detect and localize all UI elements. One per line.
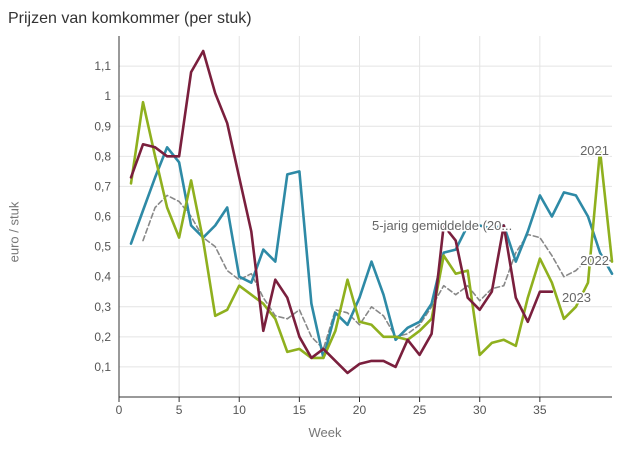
y-tick-label: 0,3 xyxy=(94,300,111,314)
x-tick-label: 25 xyxy=(413,403,427,417)
x-tick-label: 30 xyxy=(473,403,487,417)
y-tick-label: 0,9 xyxy=(94,119,111,133)
series-labels: 2021 2022 2023 5-jarig gemiddelde (20... xyxy=(371,142,611,307)
y-tick-label: 0,6 xyxy=(94,210,111,224)
series-label-2022: 2022 xyxy=(580,253,609,268)
x-tick-label: 15 xyxy=(293,403,307,417)
grid-lines xyxy=(118,36,612,397)
y-tick-label: 0,2 xyxy=(94,330,111,344)
series-label-2023: 2023 xyxy=(562,290,591,305)
y-tick-label: 0,4 xyxy=(94,270,111,284)
x-axis-label: Week xyxy=(309,425,342,440)
y-tick-label: 1 xyxy=(104,89,111,103)
x-tick-label: 10 xyxy=(233,403,247,417)
x-tick-label: 5 xyxy=(176,403,183,417)
y-tick-label: 0,8 xyxy=(94,149,111,163)
y-tick-label: 0,5 xyxy=(94,240,111,254)
chart-title: Prijzen van komkommer (per stuk) xyxy=(8,10,252,27)
axes: 0,10,20,30,40,50,60,70,80,911,10 5 10 15 20 2… xyxy=(94,36,612,417)
x-tick-label: 35 xyxy=(533,403,547,417)
series-line-2023 xyxy=(129,49,554,375)
series-lines xyxy=(129,49,614,375)
x-tick-label: 20 xyxy=(353,403,367,417)
y-tick-label: 0,7 xyxy=(94,179,111,193)
series-line-5-jarig-gemiddelde xyxy=(142,194,613,350)
series-label-2021: 2021 xyxy=(580,143,609,158)
y-tick-label: 0,1 xyxy=(94,360,111,374)
series-line-2022 xyxy=(129,100,614,360)
series-line-2021 xyxy=(129,146,614,360)
series-label-5-jarig-gemiddelde: 5-jarig gemiddelde (20... xyxy=(372,218,512,233)
y-tick-label: 1,1 xyxy=(94,59,111,73)
x-tick-label: 0 xyxy=(116,403,123,417)
